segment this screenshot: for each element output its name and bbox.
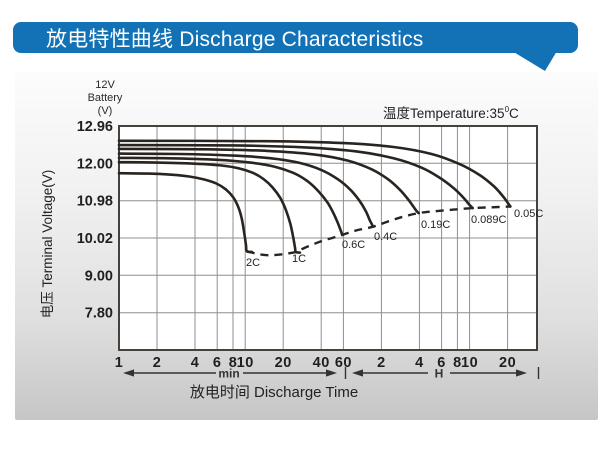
x-tick-label-10: 4 <box>415 355 424 371</box>
x-tick-label-6: 20 <box>275 355 292 371</box>
x-tick-label-0: 1 <box>115 355 124 371</box>
x-tick-label-3: 6 <box>213 355 222 371</box>
x-tick-label-8: 60 <box>335 355 352 371</box>
curve-0.6C <box>117 156 344 237</box>
curve-label-0.05C: 0.05C <box>514 208 543 220</box>
y-tick-label-10.02: 10.02 <box>77 231 113 247</box>
y-tick-label-12.96: 12.96 <box>77 119 113 135</box>
y-tick-label-9.00: 9.00 <box>85 268 113 284</box>
x-tick-label-5: 10 <box>237 355 254 371</box>
curve-label-0.19C: 0.19C <box>421 219 450 231</box>
hour-arrow-left-head <box>352 369 363 377</box>
hour-arrow-right-head <box>516 369 527 377</box>
x-tick-label-9: 2 <box>377 355 386 371</box>
curve-0.089C <box>117 143 474 210</box>
curve-2C <box>117 171 254 254</box>
unit-line-2: Battery <box>87 92 123 104</box>
hour-section-label: H <box>435 367 444 381</box>
curve-0.05C <box>117 139 512 208</box>
section-title: 放电特性曲线 Discharge Characteristics <box>46 27 424 51</box>
x-tick-label-1: 2 <box>153 355 162 371</box>
curve-label-2C: 2C <box>246 257 260 269</box>
min-arrow-left-head <box>123 369 134 377</box>
curve-label-1C: 1C <box>292 253 306 265</box>
curve-0.19C <box>117 147 420 215</box>
section-header: 放电特性曲线 Discharge Characteristics <box>13 22 578 53</box>
y-tick-label-7.80: 7.80 <box>85 306 113 322</box>
unit-line-1: 12V <box>95 79 115 91</box>
curve-0.4C <box>117 152 375 228</box>
unit-line-3: (V) <box>97 105 113 117</box>
x-axis-title: 放电时间 Discharge Time <box>189 384 359 401</box>
y-axis-unit-label: 12V Battery (V) <box>70 79 140 118</box>
curve-label-0.089C: 0.089C <box>471 214 507 226</box>
x-tick-label-12: 8 <box>453 355 462 371</box>
min-arrow-right-head <box>326 369 337 377</box>
x-tick-label-14: 20 <box>499 355 516 371</box>
min-section-label: min <box>218 367 239 381</box>
curve-1C <box>117 160 302 254</box>
x-tick-label-7: 40 <box>313 355 330 371</box>
x-tick-label-11: 6 <box>437 355 446 371</box>
x-tick-label-2: 4 <box>191 355 200 371</box>
y-tick-label-12.00: 12.00 <box>77 156 113 172</box>
x-tick-label-4: 8 <box>229 355 238 371</box>
x-tick-label-13: 10 <box>461 355 478 371</box>
degree-symbol: 0 <box>504 104 510 114</box>
curve-label-0.6C: 0.6C <box>342 239 365 251</box>
curve-label-0.4C: 0.4C <box>374 231 397 243</box>
y-axis-title: 电压 Terminal Voltage(V) <box>40 169 55 319</box>
cutoff-line <box>246 205 511 257</box>
plot-border <box>118 125 538 351</box>
temperature-label: 温度Temperature:350C <box>383 104 519 122</box>
y-tick-label-10.98: 10.98 <box>77 194 113 210</box>
